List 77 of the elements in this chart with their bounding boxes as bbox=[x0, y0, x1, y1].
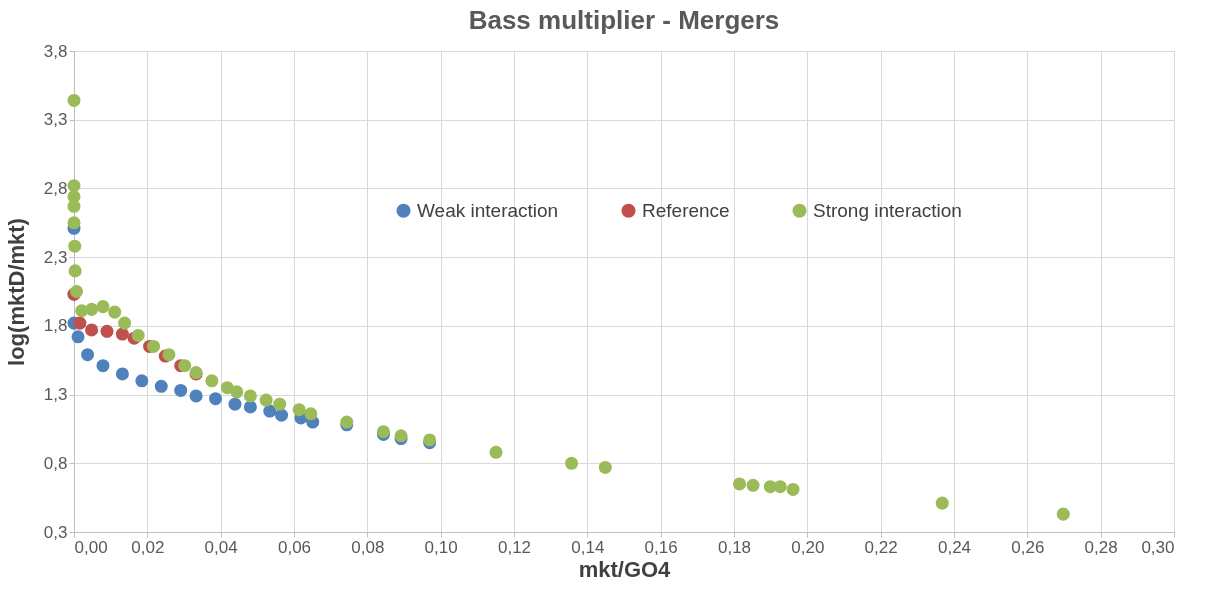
point bbox=[243, 389, 257, 403]
point bbox=[174, 383, 188, 397]
point bbox=[108, 305, 122, 319]
x-tick-label: 0,16 bbox=[644, 537, 678, 557]
legend-label: Reference bbox=[642, 199, 730, 221]
point bbox=[68, 239, 82, 253]
point bbox=[209, 392, 223, 406]
point bbox=[598, 460, 612, 474]
point bbox=[85, 323, 99, 337]
y-tick-label: 2,3 bbox=[43, 247, 68, 267]
point bbox=[1056, 507, 1070, 521]
point bbox=[230, 385, 244, 399]
point bbox=[96, 300, 110, 314]
point bbox=[135, 374, 149, 388]
x-tick-label: 0,22 bbox=[864, 537, 898, 557]
point bbox=[81, 348, 95, 362]
point bbox=[67, 199, 81, 213]
point bbox=[732, 477, 747, 491]
point bbox=[304, 407, 318, 421]
point bbox=[73, 316, 87, 330]
point bbox=[263, 404, 277, 418]
x-tick-label: 0,26 bbox=[1011, 537, 1045, 557]
x-tick-label: 0,14 bbox=[571, 537, 605, 557]
legend-label: Strong interaction bbox=[813, 199, 962, 221]
x-tick-label: 0,12 bbox=[497, 537, 532, 557]
point bbox=[85, 302, 99, 316]
point bbox=[565, 456, 579, 470]
point bbox=[68, 264, 82, 278]
point bbox=[746, 478, 760, 492]
x-tick-label: 0,24 bbox=[937, 537, 972, 557]
y-tick-label: 1,3 bbox=[43, 385, 68, 405]
point bbox=[773, 480, 787, 494]
point bbox=[131, 328, 145, 342]
point bbox=[292, 403, 306, 417]
point bbox=[489, 445, 503, 459]
x-tick-label: 0,18 bbox=[717, 537, 752, 557]
x-tick-label: 0,28 bbox=[1084, 537, 1118, 557]
y-tick-label: 2,8 bbox=[43, 178, 68, 198]
point bbox=[243, 400, 257, 414]
x-tick-label: 0,08 bbox=[351, 537, 385, 557]
point bbox=[935, 496, 949, 510]
point bbox=[178, 359, 192, 373]
x-tick-label: 0,00 bbox=[74, 537, 108, 557]
point bbox=[118, 316, 132, 330]
x-tick-label: 0,10 bbox=[424, 537, 458, 557]
point bbox=[147, 339, 161, 353]
point bbox=[786, 482, 800, 496]
point bbox=[71, 330, 85, 344]
point bbox=[67, 179, 81, 193]
point bbox=[162, 348, 176, 362]
point bbox=[154, 379, 168, 393]
point bbox=[228, 397, 242, 411]
point bbox=[205, 374, 219, 388]
point bbox=[189, 389, 203, 403]
point bbox=[115, 327, 129, 341]
point bbox=[275, 408, 289, 422]
point bbox=[115, 367, 129, 381]
x-tick-label: 0,04 bbox=[204, 537, 238, 557]
y-tick-label: 1,8 bbox=[43, 316, 68, 336]
x-tick-label: 0,20 bbox=[791, 537, 825, 557]
y-axis-title: log(mktD/mkt) bbox=[3, 218, 29, 366]
y-tick-label: 3,3 bbox=[43, 110, 68, 130]
x-tick-label: 0,30 bbox=[1141, 537, 1175, 557]
point bbox=[273, 397, 287, 411]
point bbox=[100, 324, 114, 338]
point bbox=[259, 393, 273, 407]
y-tick-label: 0,8 bbox=[43, 453, 68, 473]
point bbox=[67, 216, 81, 230]
point bbox=[96, 359, 110, 373]
x-tick-label: 0,02 bbox=[131, 537, 165, 557]
y-tick-label: 3,8 bbox=[43, 41, 68, 61]
x-tick-label: 0,06 bbox=[277, 537, 312, 557]
x-axis-title: mkt/GO4 bbox=[578, 556, 672, 582]
legend-label: Weak interaction bbox=[417, 199, 559, 221]
y-tick-label: 0,3 bbox=[43, 522, 68, 542]
point bbox=[67, 93, 81, 107]
chart-title: Bass multiplier - Mergers bbox=[468, 5, 780, 35]
